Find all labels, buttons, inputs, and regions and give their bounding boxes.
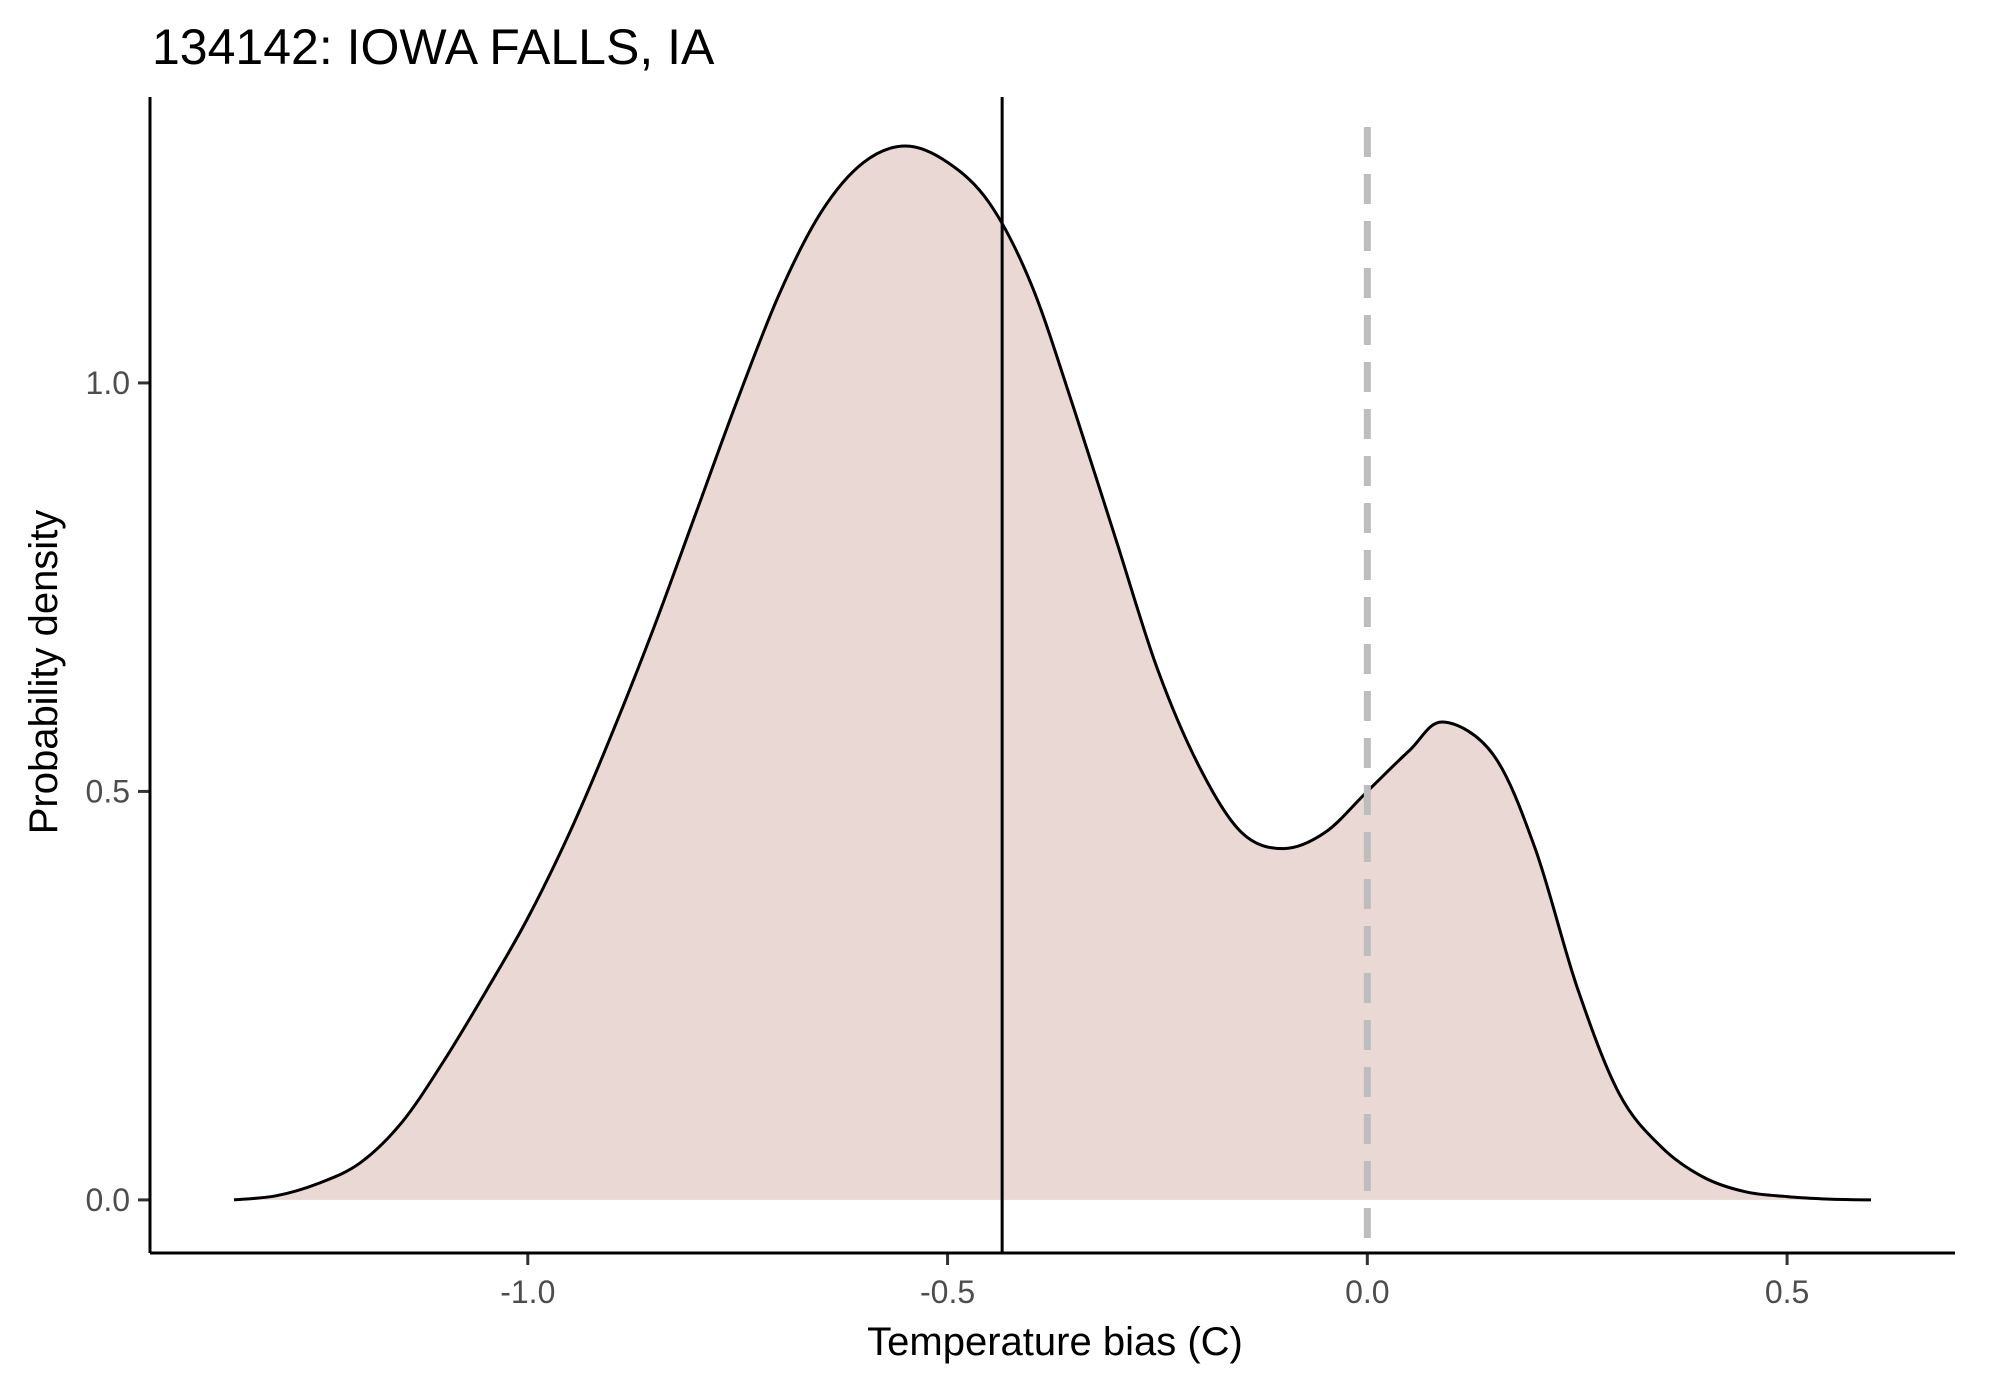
plot-area bbox=[233, 97, 1872, 1253]
y-tick-label: 0.5 bbox=[86, 773, 130, 809]
chart-title: 134142: IOWA FALLS, IA bbox=[152, 19, 715, 75]
density-curve bbox=[233, 144, 1872, 1202]
y-tick-label: 0.0 bbox=[86, 1182, 130, 1218]
x-axis-title: Temperature bias (C) bbox=[867, 1320, 1243, 1364]
y-axis-title: Probability density bbox=[22, 510, 66, 835]
x-axis-ticks: -1.0 -0.5 0.0 0.5 bbox=[500, 1253, 1809, 1310]
y-axis-ticks: 0.0 0.5 1.0 bbox=[86, 365, 150, 1218]
x-tick-label: 0.5 bbox=[1765, 1274, 1809, 1310]
x-tick-label: -0.5 bbox=[920, 1274, 975, 1310]
density-area bbox=[234, 146, 1871, 1200]
x-tick-label: 0.0 bbox=[1345, 1274, 1389, 1310]
x-tick-label: -1.0 bbox=[500, 1274, 555, 1310]
y-tick-label: 1.0 bbox=[86, 365, 130, 401]
